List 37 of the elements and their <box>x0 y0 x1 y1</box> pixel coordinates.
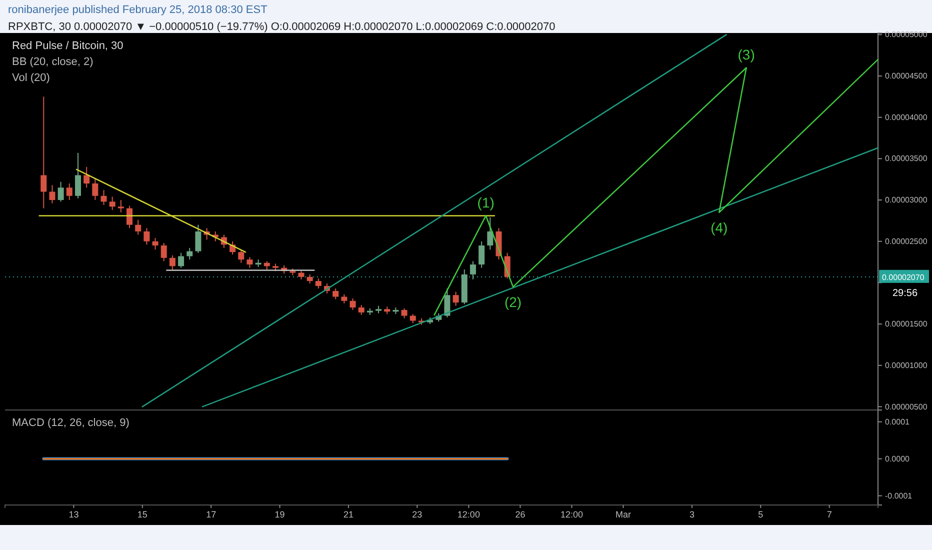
y-tick-label: 0.0001 <box>885 417 910 426</box>
annotation: (3) <box>738 46 755 63</box>
y-tick-label: 0.00002500 <box>885 236 928 246</box>
x-tick-label: Mar <box>616 509 632 520</box>
y-tick-label: 0.00004500 <box>885 72 928 81</box>
x-tick-label: 12:00 <box>560 509 583 520</box>
y-tick-label: 0.00003500 <box>885 154 928 164</box>
y-tick-label: 0.0000 <box>885 454 910 464</box>
x-tick-label: 5 <box>758 509 764 520</box>
annotation: BB (20, close, 2) <box>12 56 94 68</box>
text: Red Pulse / Bitcoin, 30 <box>12 40 124 52</box>
text: MACD (12, 26, close, 9) <box>12 417 130 429</box>
x-tick-label: 21 <box>343 509 354 520</box>
y-tick-label: 0.00001500 <box>885 320 928 329</box>
y-tick-label: 0.00005000 <box>885 30 928 40</box>
x-tick-label: 7 <box>826 509 832 520</box>
x-tick-label: 26 <box>515 509 526 520</box>
y-tick-label: 0.00000500 <box>885 402 928 412</box>
x-tick-label: 23 <box>412 509 422 520</box>
x-tick-label: 19 <box>274 509 285 520</box>
y-tick-label: -0.0001 <box>885 491 913 500</box>
x-tick-label: 15 <box>137 509 148 520</box>
x-tick-label: 13 <box>68 509 79 520</box>
y-tick-label: 0.00003000 <box>885 196 928 205</box>
annotation: (2) <box>504 294 522 310</box>
annotation: RPXBTC, 30 0.00002070 ▼ −0.00000510 (−19.77%) O:0.00002069 H:0.00002070 L:0.00002069 C:0.00002070 <box>8 21 556 33</box>
x-tick-label: 17 <box>206 509 216 520</box>
annotation: Vol (20) <box>12 72 50 84</box>
y-tick-label: 0.00001000 <box>885 360 928 370</box>
text: 29:56 <box>892 288 918 299</box>
x-tick-label: 12:00 <box>457 509 480 520</box>
y-tick-label: 0.00004000 <box>885 112 928 122</box>
x-tick-label: 3 <box>689 509 694 520</box>
text: ronibanerjee published February 25, 2018 08:30 EST <box>8 4 268 16</box>
annotation: (4) <box>710 219 728 236</box>
ref-line-label: 0.00002070 <box>882 272 925 282</box>
annotation: (1) <box>477 194 494 211</box>
